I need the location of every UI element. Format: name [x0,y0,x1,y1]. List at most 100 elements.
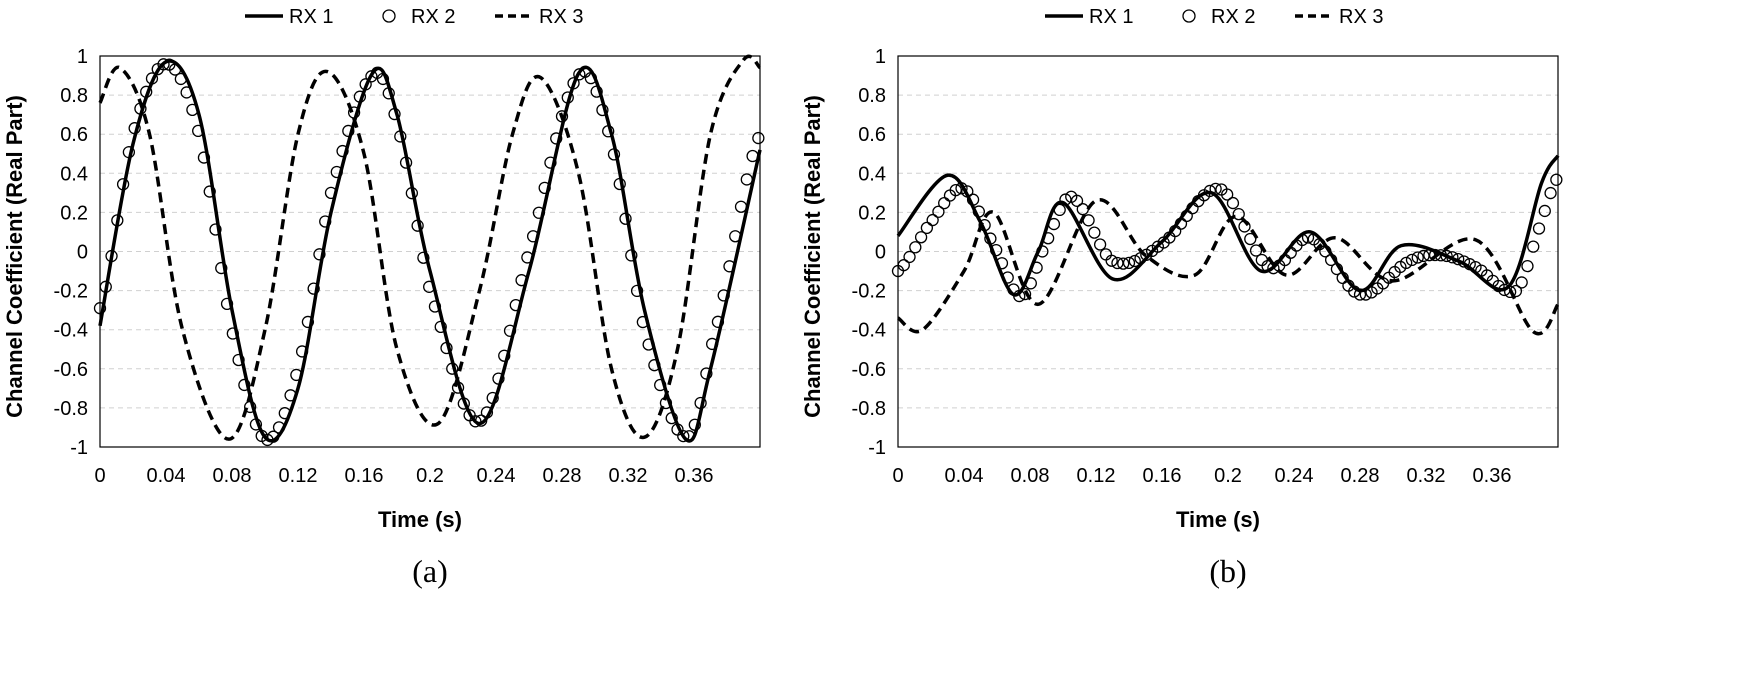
y-tick-label: 1 [875,46,886,68]
data-point [1249,244,1263,257]
data-point [1452,252,1465,266]
data-point [1001,271,1014,284]
data-point [192,124,205,138]
series-rx-1 [896,154,1560,297]
series-rx-2 [891,173,1563,303]
y-tick-label: 0 [875,242,886,264]
data-point [1099,248,1113,261]
y-tick-label: 0.6 [60,124,88,146]
data-point [492,372,505,385]
y-tick-label: 0.2 [60,202,88,224]
data-point [376,72,390,86]
data-point [677,429,690,443]
data-point [1527,240,1540,253]
data-point [607,148,621,161]
series-line [98,54,762,441]
y-tick-label: 0.4 [858,163,886,185]
y-tick-label: -0.8 [54,398,88,420]
x-tick-label: 0.24 [477,465,516,487]
x-tick-label: 0.2 [416,465,444,487]
data-point [561,91,574,104]
data-point [1024,277,1037,290]
x-tick-label: 0.08 [213,465,252,487]
data-point [498,349,511,362]
data-point [411,219,424,232]
data-point [926,213,939,227]
data-point [307,282,320,295]
data-point [116,178,130,191]
y-axis-title: Channel Coefficient (Real Part) [800,95,825,418]
data-point [630,284,644,298]
data-point [382,87,395,100]
data-point [1088,226,1101,239]
data-point [590,85,603,98]
y-tick-label: -0.2 [54,281,88,303]
data-point [324,186,338,200]
data-point [619,212,632,225]
y-tick-label: 1 [77,46,88,68]
data-point [573,68,586,81]
data-point [1180,209,1193,222]
data-point [313,248,326,261]
data-point [602,125,615,138]
x-tick-label: 0.12 [1077,465,1116,487]
data-point [665,411,678,425]
series-rx-2 [93,58,765,447]
legend-marker [1182,9,1196,23]
data-point [249,418,263,431]
data-point [1463,258,1476,271]
legend-label: RX 3 [1339,6,1383,28]
y-tick-label: 0.2 [858,202,886,224]
data-point [428,300,442,313]
data-point [128,122,141,135]
x-tick-label: 0.16 [345,465,384,487]
data-point [1122,256,1136,270]
data-point [1504,285,1517,299]
data-point [995,257,1009,270]
data-point [654,378,667,392]
series-rx-3 [896,198,1560,336]
data-point [1301,231,1315,244]
legend-label: RX 2 [1211,6,1255,28]
data-point [1400,256,1413,270]
data-point [1209,182,1222,195]
data-point [284,389,297,402]
data-point [93,302,107,315]
data-point [642,338,655,351]
data-point [1532,222,1546,235]
data-point [388,107,401,121]
data-point [596,103,609,117]
data-point [544,156,557,169]
x-tick-label: 0.36 [675,465,714,487]
data-point [1174,217,1188,230]
data-point [1070,194,1084,207]
y-tick-label: -0.6 [54,359,88,381]
y-tick-label: -0.8 [852,398,886,420]
plot-border [99,55,761,448]
data-point [914,231,928,244]
data-point [140,85,153,98]
y-tick-label: 0.4 [60,163,88,185]
data-point [1105,254,1118,267]
series-line [98,59,762,443]
data-point [474,414,488,427]
data-point [145,72,159,85]
legend-label: RX 3 [539,6,583,28]
data-point [694,396,707,410]
y-tick-label: 0.6 [858,124,886,146]
data-point [1515,276,1528,289]
data-point [1013,289,1026,303]
data-point [700,367,713,380]
data-point [625,249,638,262]
data-point [267,430,280,443]
data-point [105,249,118,263]
data-point [1203,184,1216,198]
data-point [238,378,251,392]
x-tick-label: 0.28 [543,465,582,487]
data-point [261,433,274,447]
data-point [180,86,193,99]
data-point [932,205,945,218]
legend: RX 1 RX 2 RX 3 [1045,6,1383,28]
data-point [1232,207,1245,221]
x-tick-label: 0.08 [1011,465,1050,487]
